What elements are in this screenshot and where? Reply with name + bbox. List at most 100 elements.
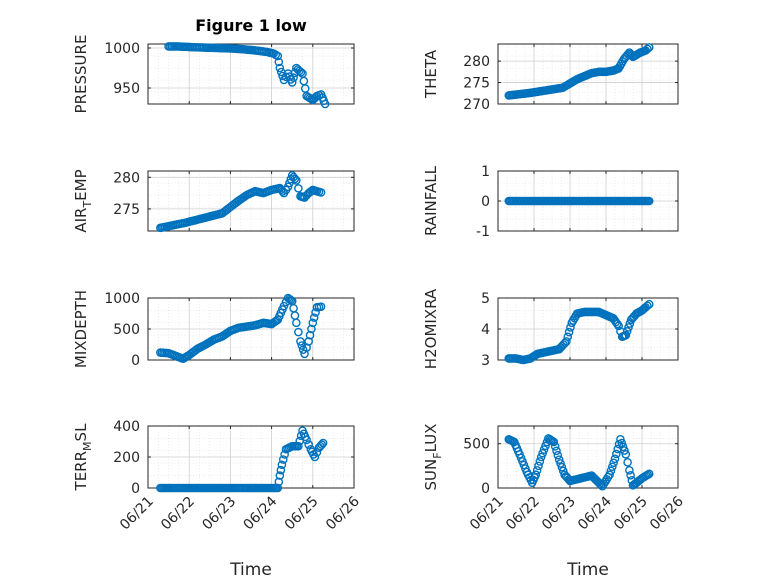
data-point: [294, 184, 303, 193]
y-tick-label: -1: [476, 224, 490, 240]
data-point: [296, 337, 305, 346]
data-point: [620, 446, 629, 455]
data-point: [557, 462, 567, 472]
data-point: [644, 196, 654, 206]
data-point: [305, 330, 315, 340]
data-point: [608, 462, 617, 472]
data-point: [320, 99, 330, 109]
data-point: [595, 479, 605, 488]
y-tick-label: 200: [113, 450, 140, 466]
axes-box: [147, 170, 355, 232]
y-tick-label: 500: [463, 437, 490, 453]
data-point: [534, 461, 543, 471]
y-tick-label: 1000: [104, 291, 140, 307]
data-point: [536, 452, 546, 462]
data-point: [304, 440, 313, 449]
data-point: [566, 323, 575, 332]
y-tick-label: 3: [481, 353, 490, 369]
data-point: [625, 465, 634, 475]
data-point: [621, 450, 631, 459]
y-tick-label: 400: [113, 419, 140, 435]
y-tick-label: 1: [481, 164, 490, 180]
data-point: [618, 442, 628, 452]
y-tick-label: 275: [463, 76, 490, 92]
data-point: [605, 470, 614, 480]
data-point: [304, 337, 313, 346]
data-point: [554, 455, 564, 464]
data-point: [612, 319, 622, 329]
data-point: [643, 301, 652, 311]
data-point: [562, 337, 571, 346]
subplot-4: 0 500 1000 MIXDEPTH: [72, 290, 355, 369]
y-axis-label: THETA: [422, 49, 440, 99]
data-point: [309, 313, 319, 322]
y-tick-label: 0: [131, 481, 140, 497]
y-tick-label: 280: [113, 170, 140, 186]
data-point: [292, 318, 301, 328]
y-tick-label: 950: [113, 81, 140, 97]
y-tick-label: 0: [131, 353, 140, 369]
subplot-3: -1 0 1 RAINFALL: [422, 164, 679, 240]
data-point: [644, 469, 654, 479]
data-point: [621, 330, 631, 340]
data-point: [553, 450, 563, 460]
data-point: [286, 295, 296, 305]
data-point: [273, 51, 283, 61]
subplot-1: 270 275 280 THETA: [422, 43, 679, 113]
data-point: [307, 324, 316, 334]
y-tick-label: 270: [463, 97, 490, 113]
data-point: [317, 440, 327, 449]
data-point: [609, 458, 618, 468]
subplot-0: 950 1000 PRESSURE: [72, 35, 355, 114]
data-point: [644, 299, 654, 309]
x-axis-label: Time: [229, 560, 272, 580]
data-point: [622, 327, 632, 336]
data-point: [563, 332, 573, 342]
data-point: [274, 477, 284, 487]
data-point: [274, 57, 284, 67]
y-tick-label: 5: [481, 291, 490, 307]
axes-box: [497, 425, 679, 489]
data-point: [539, 445, 549, 454]
figure-title: Figure 1 low: [195, 16, 307, 35]
data-point: [302, 435, 311, 445]
data-point: [276, 465, 286, 475]
data-point: [275, 63, 285, 73]
data-point: [279, 301, 289, 311]
data-point: [556, 459, 565, 468]
y-tick-label: 4: [481, 322, 490, 338]
y-axis-label: H2OMIXRA: [422, 288, 440, 369]
data-point: [550, 442, 560, 451]
data-point: [283, 182, 293, 192]
y-tick-label: 0: [481, 194, 490, 210]
data-point: [287, 78, 297, 87]
data-point: [549, 437, 559, 447]
data-point: [552, 446, 561, 456]
data-point: [644, 43, 654, 52]
y-axis-label: PRESSURE: [72, 35, 90, 114]
data-point: [294, 441, 303, 451]
subplot-2: 275 280 AIRTEMP: [72, 169, 355, 233]
y-tick-label: 0: [481, 481, 490, 497]
y-tick-label: 500: [113, 322, 140, 338]
data-point: [289, 73, 298, 82]
y-tick-label: 1000: [104, 41, 140, 57]
data-point: [290, 174, 300, 184]
data-point: [531, 470, 541, 480]
y-axis-label: RAINFALL: [422, 165, 440, 236]
y-axis-label: MIXDEPTH: [72, 290, 90, 368]
data-point: [277, 460, 287, 470]
x-axis-label: Time: [566, 560, 609, 580]
data-point: [294, 327, 303, 337]
data-point: [612, 449, 621, 459]
data-point: [610, 454, 620, 464]
axes-box: [497, 43, 679, 105]
data-point: [318, 438, 328, 448]
data-point: [535, 457, 545, 466]
data-point: [310, 452, 320, 462]
data-point: [616, 434, 625, 444]
data-point: [541, 441, 550, 451]
data-point: [273, 483, 283, 493]
